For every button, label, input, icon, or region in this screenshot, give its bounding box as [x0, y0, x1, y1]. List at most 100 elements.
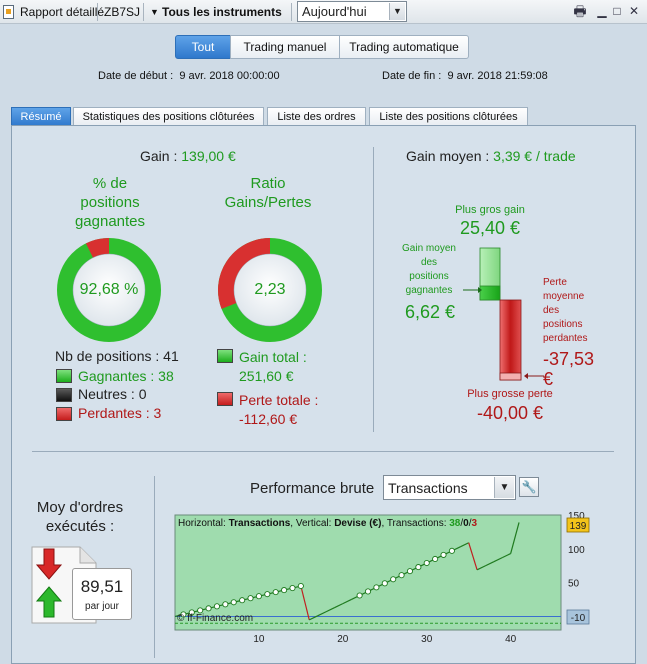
- tab-summary[interactable]: Résumé: [11, 107, 71, 126]
- ratio-title-line: Gains/Pertes: [224, 194, 312, 211]
- data-point: [423, 559, 430, 567]
- start-date-value: 9 avr. 2018 00:00:00: [179, 70, 280, 82]
- avg-loss-value: -37,53 €: [543, 349, 594, 389]
- data-point: [406, 568, 414, 575]
- gain-segment: [308, 615, 318, 621]
- tab-orders-list[interactable]: Liste des ordres: [267, 107, 366, 126]
- separator: [291, 3, 292, 21]
- printer-icon[interactable]: 🖶: [573, 3, 587, 19]
- minimize-icon[interactable]: ▁: [597, 4, 607, 18]
- gain-segment: [317, 611, 327, 617]
- data-point: [415, 564, 422, 571]
- avg-loss-label-line: perdantes: [543, 333, 588, 344]
- x-tick-label: 20: [337, 634, 349, 645]
- data-point: [281, 587, 288, 594]
- loss-arc: [85, 238, 110, 258]
- account-label[interactable]: ZB7SJ: [104, 5, 141, 19]
- data-point: [381, 580, 388, 587]
- end-date: Date de fin : 9 avr. 2018 21:59:08: [382, 70, 548, 82]
- legend-h-label: Horizontal:: [178, 518, 229, 529]
- avg-loss-bar: [499, 299, 522, 381]
- chevron-down-icon[interactable]: ▼: [389, 3, 405, 20]
- min-value-label: -10: [571, 613, 586, 624]
- period-select[interactable]: Aujourd'hui ▼: [297, 1, 407, 22]
- x-tick-label: 10: [253, 634, 265, 645]
- maximize-icon[interactable]: □: [613, 4, 621, 18]
- report-icon: [3, 5, 14, 19]
- max-gain-value: 25,40 €: [459, 218, 521, 238]
- max-loss-bar: [499, 372, 522, 381]
- instruments-dropdown[interactable]: Tous les instruments: [162, 5, 282, 19]
- ratio-donut: [218, 238, 322, 342]
- x-tick-label: 30: [421, 634, 433, 645]
- data-point: [289, 585, 296, 592]
- avg-win-label-line: Gain moyen: [402, 243, 456, 254]
- orders-icon: [31, 546, 97, 624]
- y-tick-label: 150: [568, 511, 585, 522]
- data-point: [440, 551, 447, 558]
- tab-closed-positions-stats[interactable]: Statistiques des positions clôturées: [73, 107, 264, 126]
- gain-segment: [501, 553, 511, 559]
- arrow-left-icon: [524, 373, 528, 379]
- positions-count: Nb de positions : 41: [55, 348, 179, 364]
- orders-box: 89,51 par jour: [72, 568, 132, 620]
- tab-manual-trading[interactable]: Trading manuel: [230, 35, 340, 59]
- loss-total-label: Perte totale :: [239, 392, 319, 408]
- win-rate-title: % de positions gagnantes: [60, 174, 160, 231]
- max-gain-label: Plus gros gain: [455, 204, 525, 216]
- gain-segment: [485, 561, 495, 567]
- legend-h-value: Transactions: [229, 518, 291, 529]
- performance-select-value: Transactions: [388, 480, 468, 496]
- losing-swatch: [56, 407, 72, 421]
- avg-win-bar: [479, 285, 501, 301]
- ratio-title: Ratio Gains/Pertes: [218, 174, 318, 212]
- orders-title-line: Moy d'ordres: [36, 499, 124, 516]
- wrench-icon[interactable]: 🔧: [519, 477, 539, 497]
- loss-total: Perte totale : -112,60 €: [239, 391, 318, 429]
- start-date-label: Date de début :: [98, 70, 174, 82]
- legend-t-label: , Transactions:: [381, 518, 449, 529]
- tab-closed-positions-list[interactable]: Liste des positions clôturées: [369, 107, 528, 126]
- gain-total-label: Gain total :: [239, 349, 307, 365]
- close-icon[interactable]: ✕: [628, 4, 640, 18]
- gain-total-swatch: [217, 349, 233, 363]
- data-point: [398, 572, 405, 579]
- winning-count: Gagnantes : 38: [78, 368, 174, 384]
- orders-title: Moy d'ordres exécutés :: [20, 498, 140, 536]
- data-point: [264, 591, 271, 598]
- gain-header: Gain : 139,00 €: [140, 148, 236, 164]
- arrow-down-icon: [35, 548, 63, 580]
- avg-win-label-line: gagnantes: [405, 285, 453, 296]
- divider: [32, 451, 614, 452]
- tab-automatic-trading[interactable]: Trading automatique: [339, 35, 469, 59]
- gain-segment: [342, 599, 352, 605]
- data-point: [272, 589, 279, 596]
- donut-center: [72, 253, 146, 327]
- gain-segment: [510, 522, 520, 554]
- loss-segment: [300, 585, 310, 620]
- losing-count: Perdantes : 3: [78, 405, 162, 421]
- gain-segment: [460, 542, 469, 548]
- end-date-label: Date de fin :: [382, 70, 442, 82]
- tab-all[interactable]: Tout: [175, 35, 231, 59]
- chevron-down-icon[interactable]: ▼: [494, 477, 514, 498]
- data-point: [188, 609, 195, 616]
- data-point: [230, 599, 237, 606]
- gain-total: Gain total : 251,60 €: [239, 348, 307, 386]
- last-value-badge: [566, 517, 590, 533]
- ratio-title-line: Ratio: [250, 175, 286, 192]
- data-point: [197, 607, 204, 614]
- donut-center: [233, 253, 307, 327]
- end-date-value: 9 avr. 2018 21:59:08: [447, 70, 548, 82]
- performance-select[interactable]: Transactions ▼: [383, 475, 516, 500]
- arrow-right-icon: [478, 287, 482, 293]
- avg-win-label-line: des: [420, 257, 438, 268]
- performance-chart: 10 20 30 40 50 100 150 Horizontal: Transaction…: [174, 511, 590, 645]
- data-point: [205, 605, 212, 612]
- orders-title-line: exécutés :: [45, 518, 115, 535]
- data-point: [213, 603, 221, 610]
- chevron-down-icon[interactable]: ▼: [150, 7, 159, 17]
- avg-gain-value: 3,39 € / trade: [493, 148, 576, 164]
- gain-segment: [325, 607, 335, 613]
- win-rate-title-line: gagnantes: [74, 213, 146, 230]
